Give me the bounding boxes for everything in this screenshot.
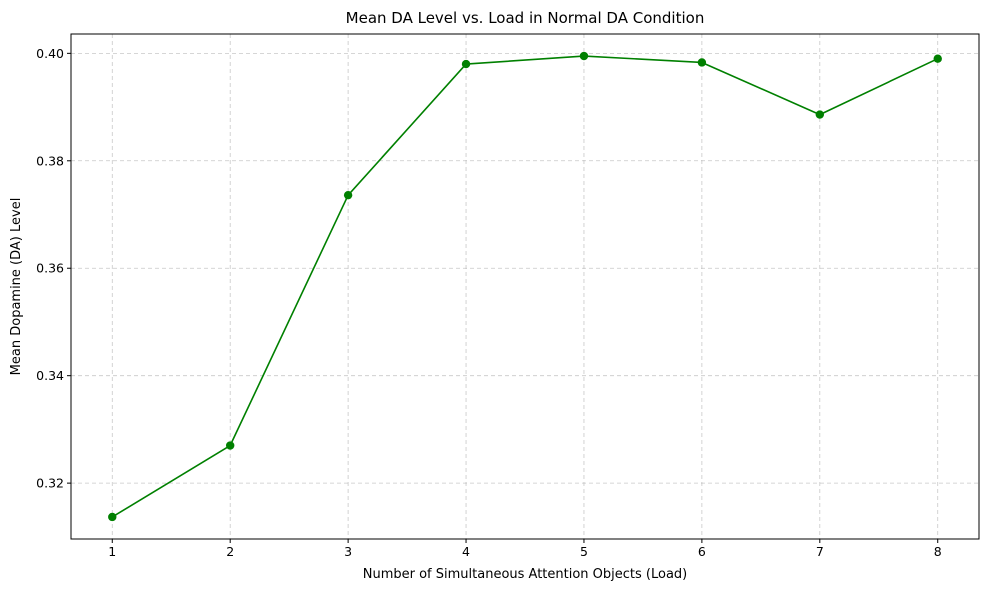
chart-title: Mean DA Level vs. Load in Normal DA Cond… (346, 9, 705, 27)
axis-ticks: 1 2 3 4 5 6 7 8 0.32 0.34 0.36 0.38 0.40 (36, 46, 942, 559)
y-tick-label: 0.36 (36, 261, 64, 276)
series-line (111, 55, 939, 518)
data-point (697, 58, 707, 67)
y-tick-label: 0.40 (36, 46, 64, 61)
x-tick-label: 7 (816, 544, 824, 559)
data-point (933, 54, 942, 63)
x-tick-label: 1 (108, 544, 116, 559)
plot-frame (70, 33, 980, 540)
x-tick-label: 3 (344, 544, 352, 559)
y-axis-label: Mean Dopamine (DA) Level (9, 198, 24, 376)
y-tick-label: 0.34 (36, 368, 64, 383)
data-point (461, 59, 471, 69)
x-tick-label: 6 (698, 544, 706, 559)
x-tick-label: 4 (462, 544, 470, 559)
data-point (225, 441, 235, 450)
data-point (108, 512, 117, 522)
grid-lines (71, 34, 979, 539)
data-point (579, 51, 589, 61)
x-tick-label: 5 (580, 544, 588, 559)
x-tick-label: 2 (226, 544, 234, 559)
y-tick-label: 0.32 (36, 476, 64, 491)
y-tick-label: 0.38 (36, 153, 64, 168)
x-tick-label: 8 (934, 544, 942, 559)
x-axis-label: Number of Simultaneous Attention Objects… (363, 567, 688, 582)
series-layer (108, 51, 942, 522)
data-point (343, 190, 353, 200)
data-point (815, 110, 825, 119)
